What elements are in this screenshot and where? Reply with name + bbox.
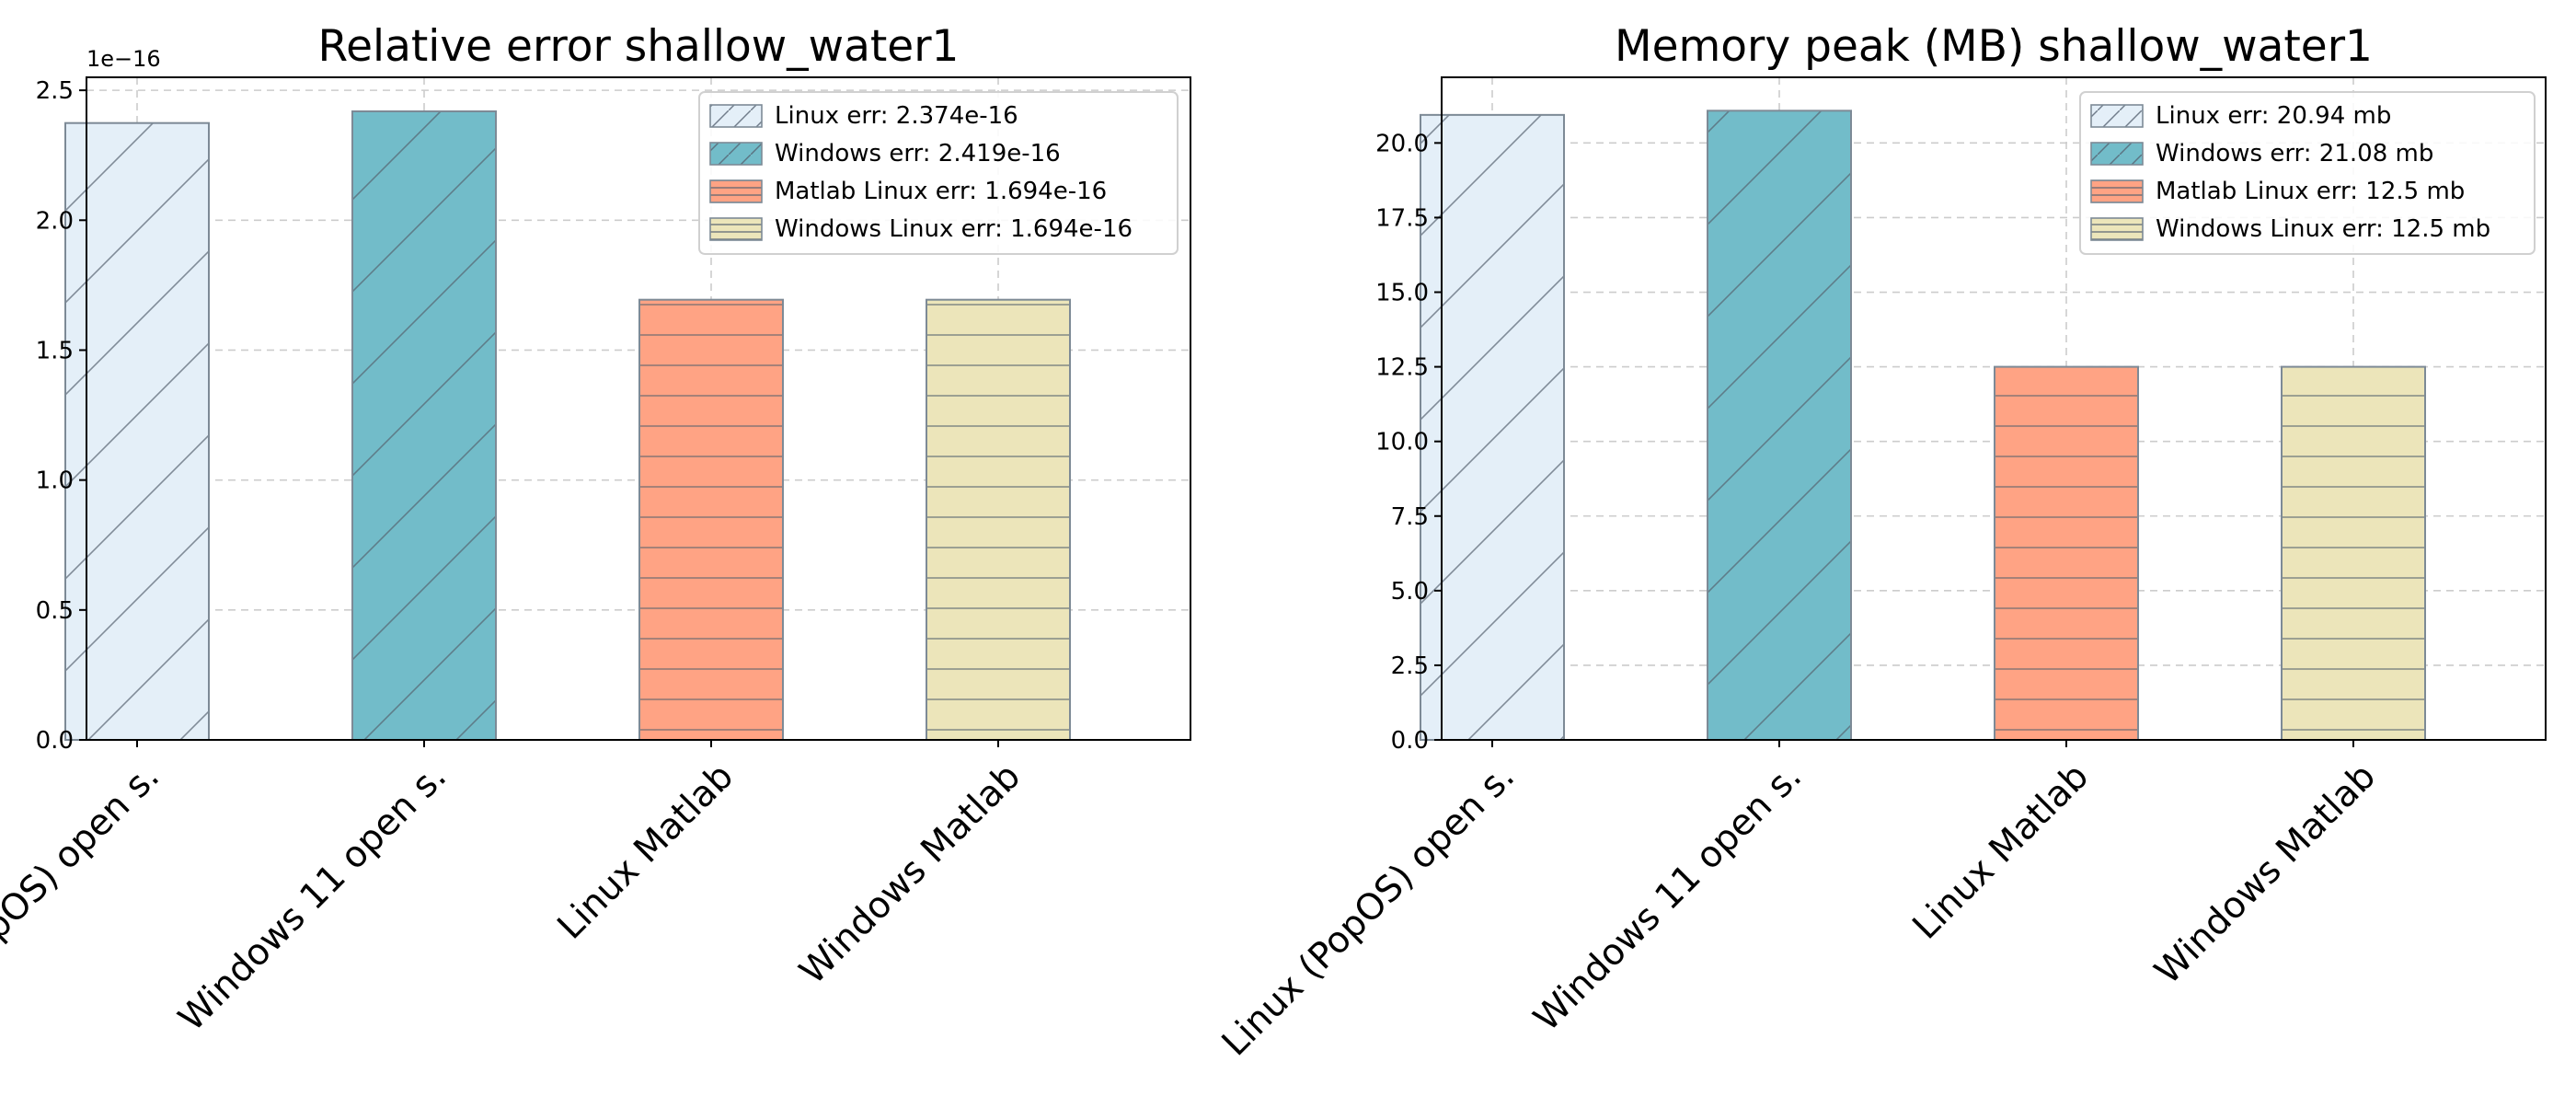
y-tick-label: 17.5 [1375,204,1429,232]
legend-label: Windows Linux err: 1.694e-16 [775,215,1133,243]
y-tick-label: 2.5 [1391,652,1429,680]
legend-box [698,91,1179,255]
legend-swatch-hatch [709,179,763,203]
y-tick-label: 2.0 [36,207,74,235]
chart-2: 0.0 2.5 5.0 7.5 10.0 12.5 15.0 17.5 20.0 Linux (P… [1214,21,2547,1064]
bar-hatch [1994,365,2139,741]
legend-swatch-hatch [709,142,763,166]
bar-hatch [638,298,784,741]
legend-swatch-hatch [2090,104,2144,128]
y-tick-label: 20.0 [1375,130,1429,157]
y-tick-label: 0.0 [36,727,74,755]
y-offset-label: 1e−16 [86,46,161,72]
y-tick-label: 1.0 [36,467,74,495]
bar-hatch [1420,113,1565,741]
y-tick-label: 2.5 [36,77,74,105]
chart-1: 0.0 0.5 1.0 1.5 2.0 2.5 1e−16 Linux (PopOS) ope… [0,21,1191,1064]
legend: Linux err: 2.374e-16 Windows err: 2.419e-… [698,91,1179,255]
y-tick-label: 1.5 [36,337,74,364]
legend-label: Linux err: 2.374e-16 [775,102,1018,130]
y-tick-label: 7.5 [1391,503,1429,531]
legend-swatch-hatch [2090,179,2144,203]
bar-hatch [1707,110,1852,741]
x-tick-label: Windows Matlab [2147,756,2384,992]
x-tick-label: Linux Matlab [550,756,742,947]
y-tick-label: 15.0 [1375,280,1429,307]
x-tick-label: Windows 11 open s. [1526,756,1810,1039]
legend: Linux err: 20.94 mb Windows err: 21.08 mb… [2079,91,2536,255]
chart-title: Relative error shallow_water1 [318,21,960,72]
x-tick-label: Linux (PopOS) open s. [1214,756,1523,1064]
x-tick-label: Windows 11 open s. [171,756,454,1039]
chart-title: Memory peak (MB) shallow_water1 [1615,21,2373,72]
y-tick-label: 0.5 [36,597,74,625]
legend-label: Windows Linux err: 12.5 mb [2156,215,2490,243]
legend-swatch-hatch [2090,142,2144,166]
plot-frame [1441,76,2547,741]
x-tick-label: Linux Matlab [1905,756,2097,947]
legend-swatch-hatch [2090,217,2144,241]
x-tick-label: Linux (PopOS) open s. [0,756,167,1064]
legend-label: Windows err: 21.08 mb [2156,140,2433,167]
y-tick-label: 12.5 [1375,354,1429,382]
legend-label: Matlab Linux err: 1.694e-16 [775,178,1107,205]
legend-box [2079,91,2536,255]
legend-label: Matlab Linux err: 12.5 mb [2156,178,2465,205]
y-tick-label: 5.0 [1391,578,1429,606]
legend-swatch-hatch [709,217,763,241]
bar-hatch [2281,365,2426,741]
legend-label: Linux err: 20.94 mb [2156,102,2391,130]
bar-hatch [926,298,1071,741]
x-tick-label: Windows Matlab [792,756,1029,992]
y-tick-label: 0.0 [1391,727,1429,755]
legend-swatch-hatch [709,104,763,128]
bar-hatch [351,110,497,742]
legend-label: Windows err: 2.419e-16 [775,140,1061,167]
y-tick-label: 10.0 [1375,429,1429,456]
plot-frame [86,76,1191,741]
